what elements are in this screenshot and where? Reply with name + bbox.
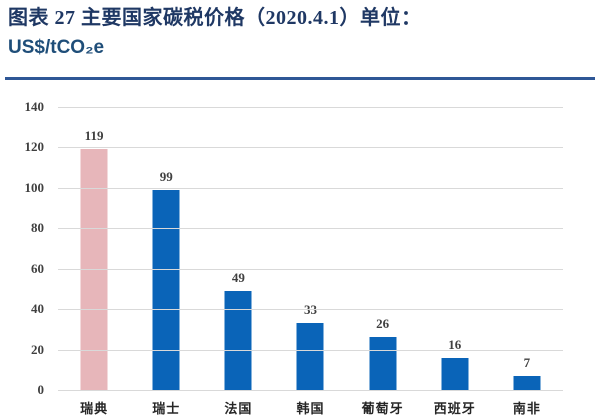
x-tick-label: 西班牙 [433, 401, 476, 416]
bar-slot: 49 [202, 107, 274, 390]
bar [152, 189, 180, 390]
bar-chart-plot: 119 99 49 33 26 16 7 [58, 107, 563, 391]
x-tick-label: 瑞典 [80, 401, 109, 416]
y-tick-label: 140 [24, 99, 45, 114]
bar-value-label: 26 [376, 316, 390, 332]
x-tick-label: 瑞士 [152, 401, 181, 416]
bar-slot: 99 [130, 107, 202, 390]
gridline [58, 187, 563, 189]
gridline [58, 147, 563, 149]
gridline [58, 268, 563, 270]
figure-header: 图表 27 主要国家碳税价格（2020.4.1）单位： US$/tCO₂e [8, 5, 596, 61]
y-tick-label: 100 [24, 179, 45, 195]
x-tick-label: 南非 [512, 401, 541, 416]
x-tick-label: 葡萄牙 [361, 401, 404, 416]
bar-value-label: 99 [159, 168, 173, 184]
bar [441, 357, 469, 390]
x-tick-label: 韩国 [296, 401, 325, 416]
bar-slot: 33 [274, 107, 346, 390]
figure-title: 图表 27 主要国家碳税价格（2020.4.1）单位： [8, 7, 422, 29]
bar-chart: 140 120 100 80 60 40 20 0 119 99 49 33 26 16 7 瑞典 瑞士 法国… [0, 90, 600, 418]
gridline [58, 107, 563, 108]
x-tick-label: 法国 [224, 401, 253, 416]
y-tick-label: 40 [31, 301, 44, 317]
bar-slot: 7 [491, 107, 563, 390]
gridline [58, 349, 563, 351]
gridline [58, 309, 563, 311]
bar-value-label: 49 [231, 269, 245, 285]
bar-slot: 16 [419, 107, 491, 390]
header-divider [5, 77, 595, 80]
y-tick-label: 60 [31, 260, 44, 276]
bar [296, 323, 324, 390]
y-tick-label: 120 [24, 139, 45, 155]
bar-value-label: 119 [84, 128, 104, 144]
bar [80, 149, 108, 390]
y-tick-label: 80 [31, 220, 44, 236]
y-tick-label: 20 [31, 341, 44, 357]
bar [224, 290, 252, 390]
bars-row: 119 99 49 33 26 16 7 [58, 107, 563, 390]
bar [513, 375, 541, 390]
y-axis: 140 120 100 80 60 40 20 0 [0, 99, 50, 397]
figure-unit-label: US$/tCO₂e [8, 37, 105, 58]
gridline [58, 228, 563, 230]
bar [369, 337, 397, 390]
y-tick-label: 0 [37, 382, 45, 397]
gridline [58, 390, 563, 391]
bar-value-label: 33 [304, 302, 317, 318]
x-axis: 瑞典 瑞士 法国 韩国 葡萄牙 西班牙 南非 [58, 398, 563, 417]
bar-slot: 26 [347, 107, 419, 390]
bar-slot: 119 [58, 107, 130, 390]
bar-value-label: 7 [523, 354, 531, 370]
bar-value-label: 16 [448, 336, 462, 352]
